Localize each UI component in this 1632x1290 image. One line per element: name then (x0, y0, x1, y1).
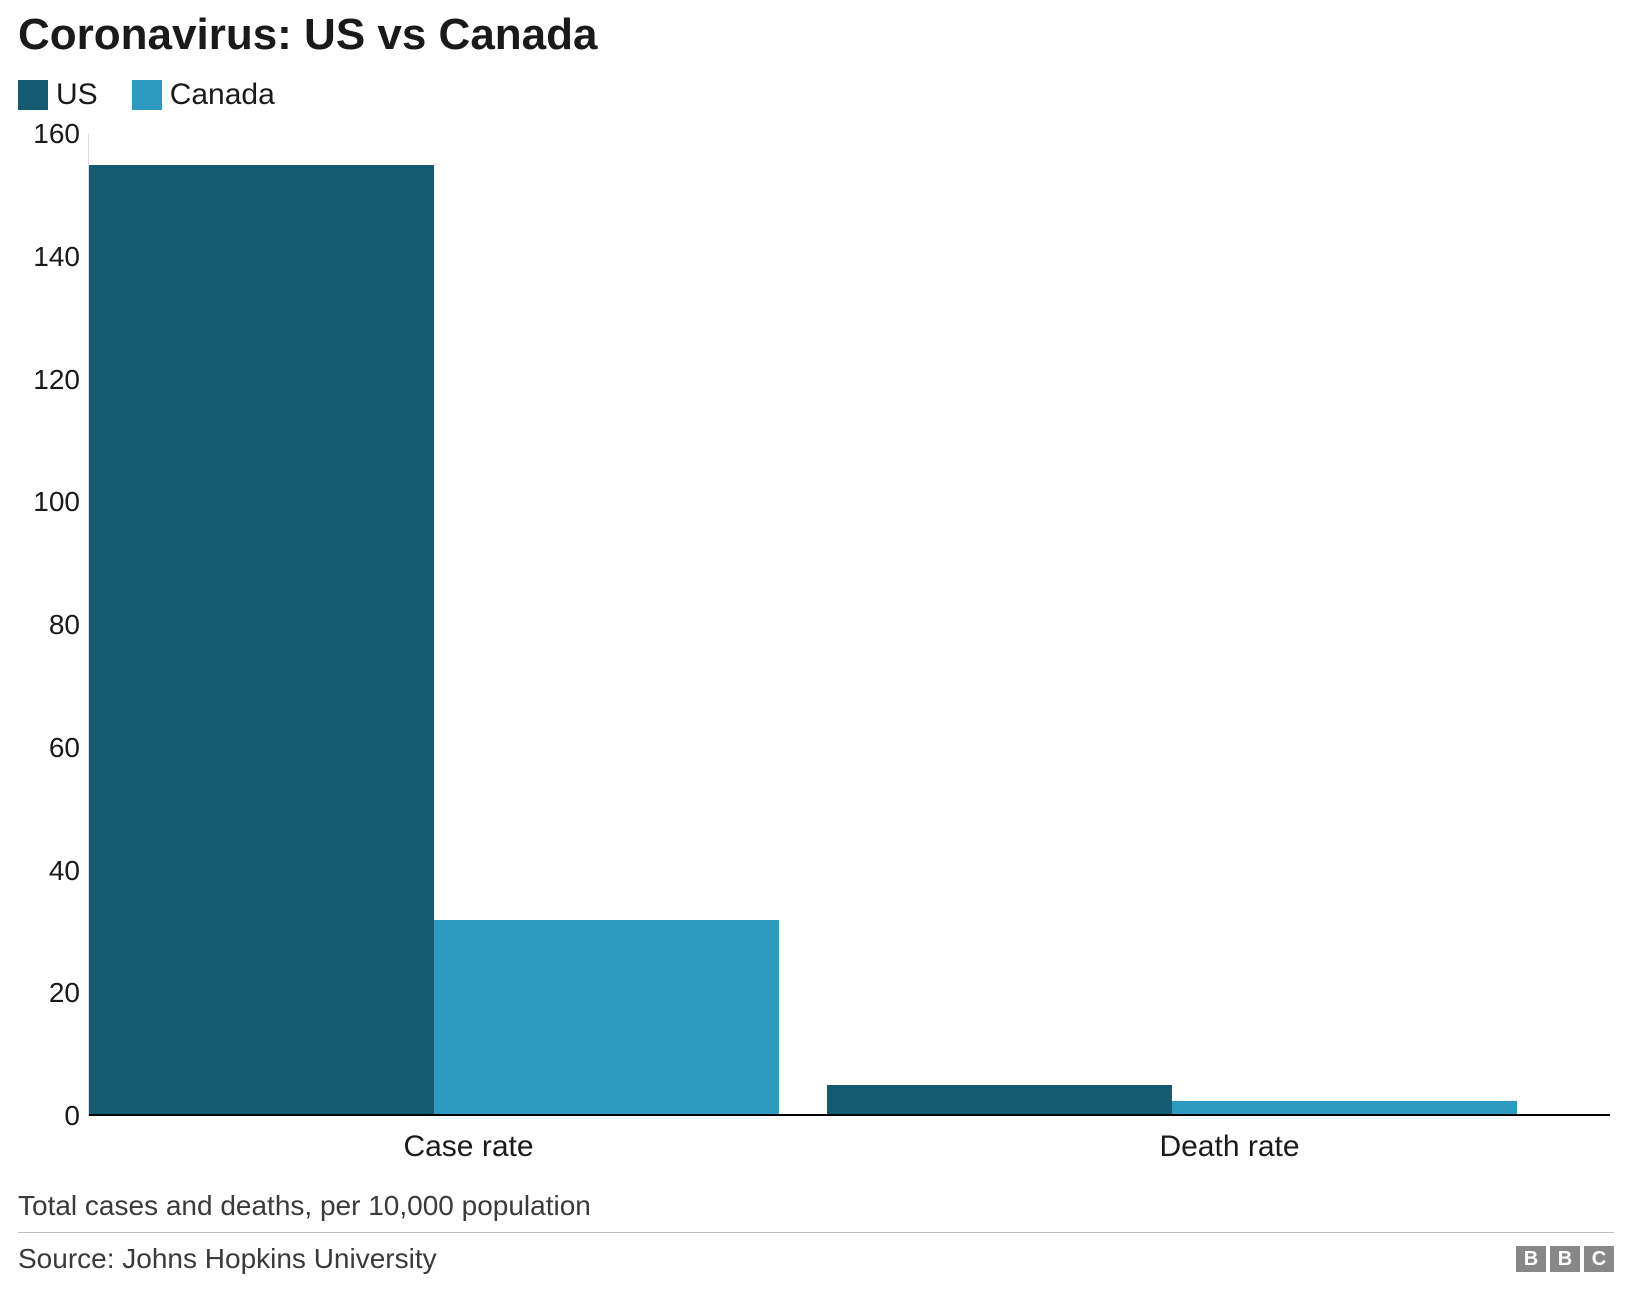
y-tick-label: 160 (33, 118, 80, 150)
x-baseline (89, 1114, 1610, 1116)
bbc-logo-letter: C (1584, 1246, 1614, 1272)
x-axis-labels: Case rate Death rate (88, 1130, 1610, 1164)
x-label-case-rate: Case rate (88, 1130, 849, 1164)
plot-area (88, 134, 1610, 1116)
legend-label-canada: Canada (170, 78, 275, 112)
y-tick-label: 140 (33, 241, 80, 273)
chart-legend: US Canada (18, 78, 1614, 112)
legend-label-us: US (56, 78, 98, 112)
legend-swatch-canada (132, 80, 162, 110)
y-tick-label: 120 (33, 364, 80, 396)
x-label-death-rate: Death rate (849, 1130, 1610, 1164)
plot-inner (89, 134, 1610, 1116)
chart-subtitle: Total cases and deaths, per 10,000 popul… (18, 1190, 1614, 1222)
bar (89, 165, 434, 1116)
legend-item-canada: Canada (132, 78, 275, 112)
bbc-logo-letter: B (1516, 1246, 1546, 1272)
chart-title: Coronavirus: US vs Canada (18, 10, 1614, 60)
legend-swatch-us (18, 80, 48, 110)
y-tick-label: 40 (49, 855, 80, 887)
y-tick-label: 20 (49, 977, 80, 1009)
source-label: Source: Johns Hopkins University (18, 1243, 437, 1275)
y-tick-label: 60 (49, 732, 80, 764)
y-axis: 020406080100120140160 (18, 134, 88, 1116)
y-tick-label: 0 (64, 1100, 80, 1132)
legend-item-us: US (18, 78, 98, 112)
chart-footer: Source: Johns Hopkins University B B C (18, 1232, 1614, 1275)
bar-group (89, 165, 779, 1116)
bar (434, 920, 779, 1116)
bar-group (827, 1085, 1517, 1116)
y-tick-label: 100 (33, 486, 80, 518)
bbc-logo: B B C (1516, 1246, 1614, 1272)
bbc-logo-letter: B (1550, 1246, 1580, 1272)
chart-container: Coronavirus: US vs Canada US Canada 0 20 4… (0, 0, 1632, 1290)
y-tick-label: 80 (49, 609, 80, 641)
chart-plot-wrap: 020406080100120140160 (18, 134, 1614, 1116)
bar (827, 1085, 1172, 1116)
